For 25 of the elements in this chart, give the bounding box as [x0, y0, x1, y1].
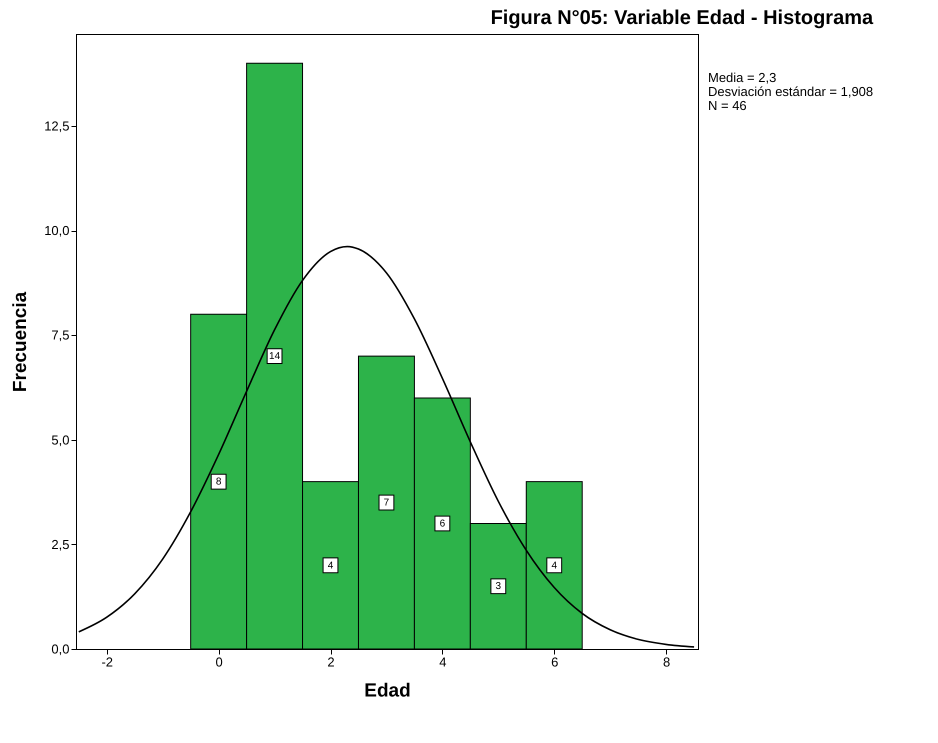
data-label: 8	[216, 476, 222, 488]
y-tick-label: 7,5	[51, 328, 70, 343]
data-label: 4	[328, 560, 334, 572]
x-tick-label: 8	[663, 654, 670, 670]
data-label: 7	[384, 498, 390, 509]
x-tick-label: 4	[439, 654, 446, 670]
y-tick-label: 0,0	[51, 642, 70, 656]
text: N = 46	[708, 98, 747, 113]
y-tick-label: 12,5	[44, 118, 70, 134]
data-label: 3	[496, 581, 502, 592]
x-tick-label: 2	[327, 654, 335, 670]
text: Media = 2,3	[708, 70, 776, 85]
data-label: 14	[269, 351, 281, 362]
x-tick-label: 0	[216, 654, 223, 670]
x-tick-label: -2	[101, 654, 114, 670]
data-label: 6	[440, 518, 446, 530]
chart-title: Figura N°05: Variable Edad - Histograma	[490, 7, 874, 29]
y-tick-label: 5,0	[51, 432, 70, 448]
y-axis-title: Frecuencia	[10, 291, 32, 392]
x-axis-title: Edad	[364, 680, 411, 702]
y-tick-label: 10,0	[44, 223, 70, 238]
text: Desviación estándar = 1,908	[708, 84, 874, 99]
y-tick-label: 2,5	[51, 536, 70, 552]
x-tick-label: 6	[551, 654, 558, 670]
data-label: 4	[551, 560, 558, 572]
